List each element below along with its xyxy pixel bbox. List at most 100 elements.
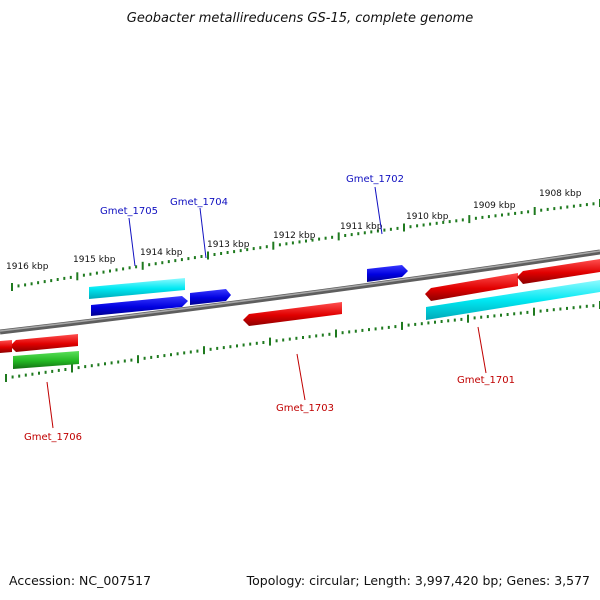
inner-scale-minor-tick (262, 341, 265, 344)
outer-scale-minor-tick (102, 270, 105, 274)
outer-scale-minor-tick (24, 283, 27, 287)
inner-scale-minor-tick (150, 355, 153, 359)
inner-scale-minor-tick (460, 317, 463, 321)
scale-label-1915kbp: 1915 kbp (73, 255, 116, 265)
outer-scale-minor-tick (344, 234, 347, 237)
inner-scale-minor-tick (374, 327, 377, 331)
feature-green-gmet-1706[interactable] (13, 351, 79, 369)
gene-arrow-left-edge[interactable] (0, 340, 12, 353)
inner-scale-minor-tick (427, 321, 430, 325)
inner-scale-minor-tick (242, 343, 245, 347)
outer-scale-minor-tick (514, 211, 517, 215)
outer-scale-minor-tick (429, 222, 432, 226)
gene-label-gmet-1705[interactable]: Gmet_1705 (100, 206, 158, 217)
inner-scale-minor-tick (500, 313, 502, 317)
outer-scale-minor-tick (324, 236, 327, 240)
scale-label-1914kbp: 1914 kbp (140, 248, 183, 258)
outer-scale-minor-tick (200, 255, 203, 258)
outer-scale-minor-tick (520, 211, 523, 215)
inner-scale-minor-tick (44, 370, 47, 374)
inner-scale-minor-tick (585, 304, 588, 308)
outer-scale-minor-tick (291, 241, 294, 245)
outer-scale-minor-tick (331, 235, 334, 239)
inner-scale-minor-tick (196, 349, 199, 353)
inner-scale-major-tick (137, 355, 139, 364)
gene-arrow-right-edge[interactable] (517, 259, 600, 284)
outer-scale-minor-tick (56, 278, 59, 281)
outer-scale-minor-tick (17, 284, 20, 288)
scale-label-1909kbp: 1909 kbp (473, 201, 516, 211)
outer-scale-minor-tick (265, 245, 268, 249)
outer-scale-minor-tick (278, 243, 281, 247)
outer-scale-minor-tick (474, 216, 477, 220)
inner-scale-minor-tick (236, 344, 238, 348)
inner-scale-minor-tick (84, 365, 87, 369)
inner-scale-minor-tick (117, 360, 120, 364)
outer-scale-minor-tick (122, 267, 125, 271)
inner-scale-minor-tick (183, 351, 186, 355)
outer-scale-minor-tick (180, 258, 183, 262)
outer-scale-major-tick (207, 251, 209, 260)
outer-scale-minor-tick (239, 249, 242, 253)
gene-label-gmet-1703[interactable]: Gmet_1703 (276, 403, 334, 414)
inner-scale-minor-tick (295, 336, 298, 340)
inner-scale-minor-tick (51, 369, 54, 373)
inner-scale-minor-tick (552, 308, 555, 312)
inner-scale-minor-tick (407, 323, 410, 327)
outer-scale-minor-tick (442, 220, 445, 224)
inner-scale-minor-tick (11, 375, 14, 379)
gene-arrow-gmet-1703[interactable] (243, 302, 342, 326)
inner-scale-minor-tick (77, 366, 80, 370)
inner-scale-minor-tick (440, 320, 443, 323)
outer-scale-minor-tick (135, 265, 138, 269)
outer-scale-minor-tick (383, 228, 386, 232)
inner-scale-minor-tick (123, 359, 126, 363)
outer-scale-minor-tick (233, 250, 236, 254)
outer-scale-minor-tick (455, 219, 458, 223)
gene-arrow-gmet-1705[interactable] (91, 296, 188, 316)
outer-scale-minor-tick (220, 252, 223, 255)
outer-scale-minor-tick (305, 239, 307, 243)
genome-backbone (0, 249, 600, 335)
inner-scale-minor-tick (506, 313, 509, 316)
gene-arrow-gmet-1701[interactable] (425, 273, 518, 301)
outer-scale-minor-tick (494, 214, 497, 218)
inner-scale-minor-tick (328, 332, 331, 336)
gene-arrow-gmet-1704[interactable] (190, 289, 231, 305)
inner-scale-minor-tick (321, 333, 324, 337)
inner-scale-major-tick (401, 321, 403, 330)
outer-scale-minor-tick (448, 220, 451, 224)
gene-label-gmet-1702[interactable]: Gmet_1702 (346, 174, 404, 185)
outer-scale-minor-tick (109, 269, 111, 273)
gene-arrow-gmet-1706[interactable] (10, 334, 78, 352)
outer-scale-minor-tick (416, 224, 419, 228)
inner-scale-minor-tick (539, 309, 542, 313)
scale-label-1908kbp: 1908 kbp (539, 189, 582, 199)
inner-scale-minor-tick (592, 304, 595, 308)
outer-scale-minor-tick (318, 237, 321, 241)
inner-scale-minor-tick (130, 358, 133, 362)
outer-scale-minor-tick (311, 238, 314, 242)
outer-scale-minor-tick (252, 247, 255, 251)
inner-scale-minor-tick (566, 306, 568, 310)
gene-label-gmet-1704[interactable]: Gmet_1704 (170, 197, 228, 208)
inner-scale-minor-tick (447, 319, 450, 323)
inner-scale-minor-tick (414, 322, 417, 326)
gene-label-gmet-1706[interactable]: Gmet_1706 (24, 432, 82, 443)
inner-scale-minor-tick (519, 311, 522, 315)
genome-title: Geobacter metallireducens GS-15, complet… (127, 11, 473, 26)
outer-scale-minor-tick (69, 275, 72, 279)
gene-arrow-gmet-1702[interactable] (367, 265, 408, 282)
outer-scale-major-tick (403, 223, 405, 232)
outer-scale-minor-tick (481, 215, 484, 219)
outer-scale-minor-tick (43, 280, 46, 284)
inner-scale-minor-tick (453, 318, 456, 322)
inner-scale-major-tick (467, 314, 469, 323)
feature-cyan-gmet-1701[interactable] (426, 280, 600, 320)
inner-scale-minor-tick (381, 326, 384, 330)
feature-cyan-gmet-1705[interactable] (89, 278, 185, 299)
inner-scale-minor-tick (394, 325, 397, 329)
outer-scale-minor-tick (546, 207, 549, 211)
gene-label-gmet-1701[interactable]: Gmet_1701 (457, 375, 515, 386)
inner-scale-minor-tick (170, 353, 172, 357)
